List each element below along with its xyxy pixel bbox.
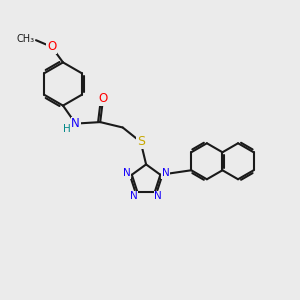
Text: H: H [63,124,70,134]
Text: N: N [162,168,170,178]
Text: O: O [47,40,56,53]
Text: N: N [154,191,162,201]
Text: S: S [137,135,145,148]
Text: O: O [98,92,107,105]
Text: CH₃: CH₃ [16,34,34,44]
Text: N: N [71,117,80,130]
Text: N: N [130,191,138,201]
Text: N: N [122,168,130,178]
